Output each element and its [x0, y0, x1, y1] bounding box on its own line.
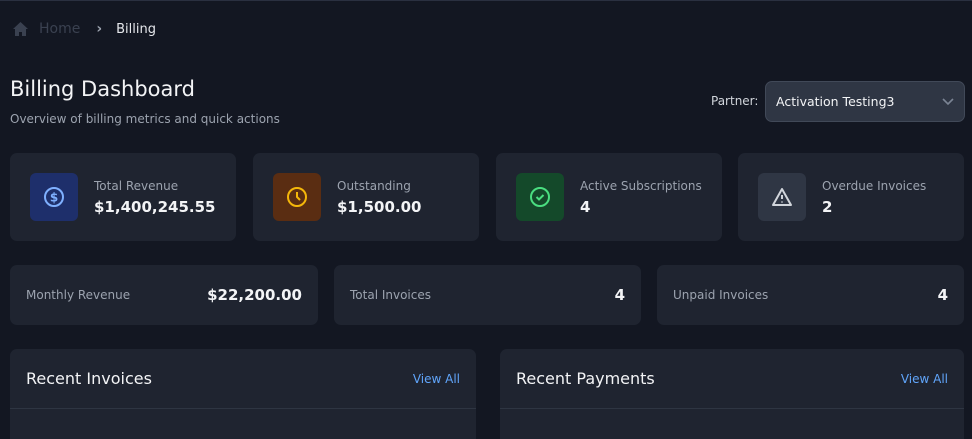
chevron-down-icon [942, 97, 954, 105]
recent-invoices-panel: Recent Invoices View All [10, 349, 476, 439]
clock-icon [273, 173, 321, 221]
metric-value: 4 [937, 286, 948, 304]
stat-value: 4 [580, 197, 591, 216]
chevron-right-icon: › [96, 21, 103, 37]
stat-card-active-subscriptions: Active Subscriptions 4 [496, 153, 722, 241]
warning-icon [758, 173, 806, 221]
stat-card-overdue-invoices: Overdue Invoices 2 [738, 153, 964, 241]
stat-value: $1,400,245.55 [94, 197, 216, 216]
page-subtitle: Overview of billing metrics and quick ac… [10, 112, 280, 126]
breadcrumb-home-link[interactable]: Home [39, 21, 81, 37]
stat-label: Outstanding [337, 178, 411, 193]
partner-label: Partner: [711, 94, 759, 108]
metric-value: $22,200.00 [207, 286, 302, 304]
panel-title: Recent Invoices [26, 369, 152, 388]
metric-label: Monthly Revenue [26, 288, 131, 302]
stat-label: Total Revenue [94, 178, 179, 193]
panel-title: Recent Payments [516, 369, 655, 388]
stat-label: Active Subscriptions [580, 178, 702, 193]
stat-card-outstanding: Outstanding $1,500.00 [253, 153, 479, 241]
recent-payments-panel: Recent Payments View All [500, 349, 964, 439]
home-icon[interactable] [12, 21, 29, 37]
metric-total-invoices: Total Invoices 4 [334, 265, 641, 325]
metric-monthly-revenue: Monthly Revenue $22,200.00 [10, 265, 318, 325]
breadcrumb-current: Billing [116, 21, 156, 37]
stat-value: $1,500.00 [337, 197, 422, 216]
svg-text:$: $ [50, 191, 58, 205]
breadcrumb: Home › Billing [12, 19, 156, 39]
partner-selected-value: Activation Testing3 [776, 94, 895, 109]
metric-value: 4 [614, 286, 625, 304]
metric-label: Total Invoices [350, 288, 431, 302]
stat-card-total-revenue: $ Total Revenue $1,400,245.55 [10, 153, 236, 241]
stat-value: 2 [822, 197, 833, 216]
view-all-invoices-link[interactable]: View All [412, 371, 460, 386]
check-circle-icon [516, 173, 564, 221]
metric-label: Unpaid Invoices [673, 288, 769, 302]
stat-label: Overdue Invoices [822, 178, 927, 193]
page-title: Billing Dashboard [10, 77, 195, 101]
view-all-payments-link[interactable]: View All [900, 371, 948, 386]
metric-unpaid-invoices: Unpaid Invoices 4 [657, 265, 964, 325]
partner-select[interactable]: Activation Testing3 [765, 81, 965, 122]
dollar-icon: $ [30, 173, 78, 221]
